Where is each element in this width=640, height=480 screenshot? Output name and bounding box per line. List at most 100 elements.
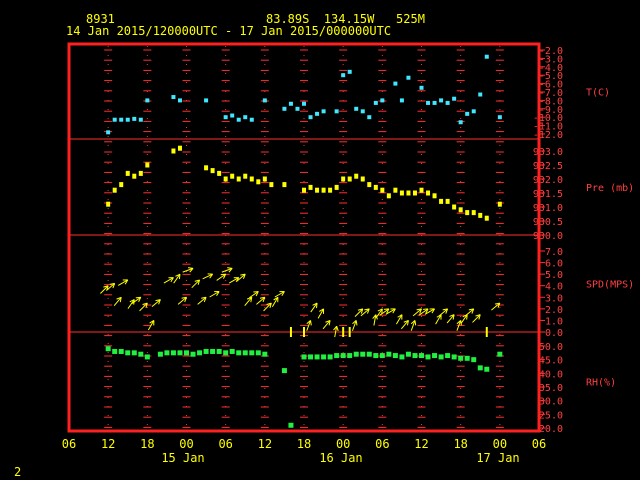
rh-point bbox=[386, 351, 392, 357]
wind-arrow-head bbox=[227, 267, 233, 269]
wind-arrow-shaft bbox=[464, 308, 475, 317]
wind-arrow-shaft bbox=[412, 308, 422, 317]
wind-arrow bbox=[209, 291, 220, 298]
wind-arrow-head bbox=[383, 308, 389, 310]
rh-point bbox=[497, 351, 503, 357]
temp-point bbox=[262, 98, 267, 103]
rh-point bbox=[334, 353, 340, 359]
wind-arrow-head bbox=[181, 296, 187, 299]
wind-arrow-shaft bbox=[100, 285, 109, 294]
temp-point bbox=[315, 111, 320, 116]
wind-arrow-head bbox=[216, 291, 220, 297]
x-tick-label: 12 bbox=[414, 437, 428, 451]
rh-point bbox=[419, 353, 424, 359]
temp-point bbox=[112, 117, 117, 122]
wind-arrow-head bbox=[119, 297, 122, 303]
wind-arrow-head bbox=[312, 302, 318, 306]
wind-arrow-head bbox=[360, 308, 364, 314]
temp-point bbox=[223, 115, 228, 120]
wind-arrow-shaft bbox=[236, 273, 246, 282]
wind-arrow-head bbox=[366, 308, 370, 314]
rh-point bbox=[340, 353, 346, 359]
wind-arrow-shaft bbox=[249, 291, 259, 299]
wind-arrow-head bbox=[103, 285, 109, 288]
wind-arrow-head bbox=[475, 314, 481, 317]
wind-arrow-shaft bbox=[263, 302, 272, 312]
wind-arrow-head bbox=[452, 314, 455, 320]
pressure-point bbox=[445, 198, 450, 204]
wind-arrow-shaft bbox=[491, 302, 501, 311]
wind-arrow bbox=[379, 308, 390, 316]
y-tick-label: 1.0 bbox=[545, 316, 563, 327]
wind-arrow-head bbox=[397, 314, 403, 318]
pressure-point bbox=[452, 204, 457, 210]
wind-arrow-shaft bbox=[151, 299, 161, 308]
pressure-point bbox=[393, 187, 398, 193]
wind-arrow-head bbox=[124, 279, 129, 285]
wind-arrow-head bbox=[431, 308, 435, 314]
wind-arrow bbox=[375, 308, 383, 319]
wind-arrow-shaft bbox=[435, 314, 442, 325]
pressure-point bbox=[419, 187, 424, 193]
temp-point bbox=[171, 95, 176, 100]
temp-point bbox=[288, 101, 293, 106]
station-location: 83.89S 134.15W 525M bbox=[266, 12, 425, 26]
wind-arrow-head bbox=[449, 314, 455, 317]
wind-arrow bbox=[464, 308, 475, 317]
rh-point bbox=[197, 350, 203, 356]
pressure-point bbox=[412, 190, 417, 196]
wind-arrow-head bbox=[273, 296, 279, 301]
temp-point bbox=[138, 117, 143, 122]
wind-arrow bbox=[446, 314, 455, 324]
rh-point bbox=[477, 365, 483, 371]
wind-arrow bbox=[385, 308, 396, 315]
temp-point bbox=[484, 54, 489, 59]
wind-arrow bbox=[351, 320, 358, 331]
y-tick-label: 2.0 bbox=[545, 305, 563, 316]
wind-arrow bbox=[131, 296, 142, 305]
pressure-point bbox=[347, 176, 352, 182]
wind-arrow-head bbox=[269, 302, 272, 309]
temp-point bbox=[243, 115, 248, 120]
wind-arrow-head bbox=[188, 267, 194, 269]
wind-arrow-head bbox=[266, 302, 272, 305]
wind-arrow-head bbox=[328, 320, 331, 326]
wind-arrow-head bbox=[364, 308, 370, 311]
rh-point bbox=[249, 350, 255, 356]
wind-arrow bbox=[410, 320, 417, 331]
wind-arrow bbox=[435, 314, 442, 325]
y-tick-label: 45.0 bbox=[539, 356, 563, 367]
wind-arrow-shaft bbox=[228, 277, 239, 284]
pressure-point bbox=[145, 162, 150, 168]
rh-point bbox=[229, 348, 235, 354]
rh-point bbox=[464, 355, 470, 361]
temp-point bbox=[334, 109, 339, 114]
wind-arrow-head bbox=[316, 303, 318, 309]
pressure-point bbox=[328, 187, 333, 193]
temp-point bbox=[419, 85, 424, 90]
temp-point bbox=[177, 98, 182, 103]
wind-arrow-shaft bbox=[244, 296, 253, 307]
rh-point bbox=[157, 351, 163, 357]
rh-point bbox=[105, 346, 111, 352]
wind-arrow-head bbox=[392, 308, 396, 314]
rh-point bbox=[190, 351, 196, 357]
pressure-point bbox=[471, 210, 476, 216]
wind-arrow bbox=[491, 302, 501, 311]
wind-arrow-head bbox=[255, 291, 259, 297]
wind-arrow bbox=[105, 282, 116, 291]
wind-arrow-shaft bbox=[306, 320, 311, 331]
wind-arrow-head bbox=[135, 296, 141, 299]
rh-point bbox=[164, 350, 170, 356]
rh-point bbox=[360, 351, 366, 357]
wind-arrow bbox=[256, 296, 266, 305]
temp-point bbox=[145, 98, 150, 103]
temp-point bbox=[321, 109, 326, 114]
wind-arrow-head bbox=[203, 297, 207, 303]
page-number: 2 bbox=[14, 465, 22, 479]
pressure-point bbox=[484, 215, 489, 221]
y-tick-label: 30.0 bbox=[539, 397, 563, 408]
x-date-label: 16 Jan bbox=[319, 451, 362, 465]
rh-point bbox=[242, 350, 248, 356]
